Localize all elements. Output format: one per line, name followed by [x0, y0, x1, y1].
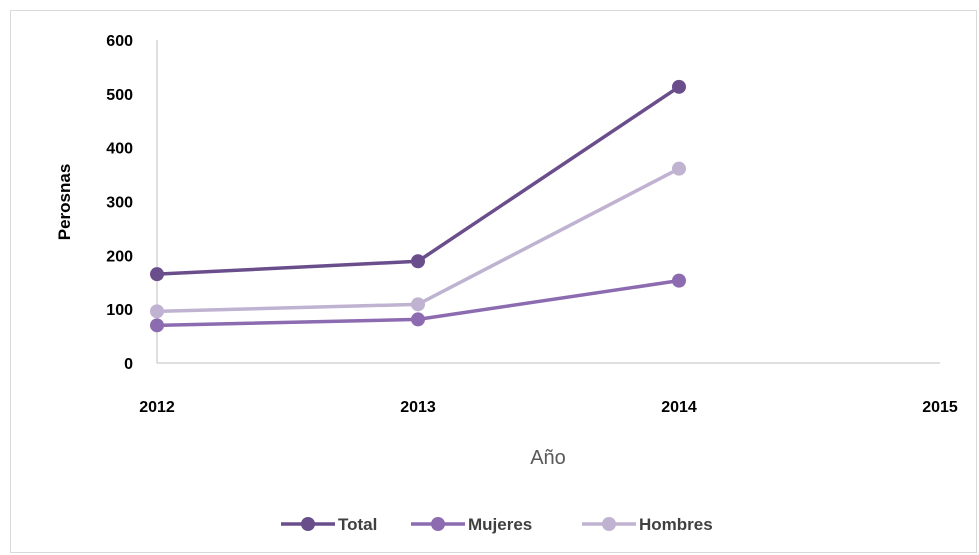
series-hombres — [150, 161, 686, 319]
legend-label-total: Total — [338, 515, 377, 534]
y-tick-label: 300 — [106, 195, 133, 212]
y-tick-label: 600 — [106, 33, 133, 50]
data-point-mujeres — [150, 318, 164, 333]
legend-label-hombres: Hombres — [639, 515, 713, 534]
legend: Total Mujeres Hombres — [281, 515, 713, 534]
y-axis-title: Perosnas — [55, 164, 74, 241]
x-tick-label: 2013 — [400, 399, 436, 416]
legend-marker-total — [301, 517, 315, 531]
data-point-hombres — [150, 304, 164, 319]
y-tick-label: 200 — [106, 248, 133, 265]
legend-item-mujeres: Mujeres — [411, 515, 532, 534]
y-tick-label: 0 — [124, 356, 133, 373]
x-tick-label: 2012 — [139, 399, 175, 416]
x-tick-labels: 2012 2013 2014 2015 — [139, 399, 958, 416]
x-tick-label: 2015 — [922, 399, 958, 416]
series-layer — [150, 79, 686, 333]
data-point-mujeres — [672, 273, 686, 288]
data-point-total — [150, 267, 164, 282]
y-tick-label: 500 — [106, 87, 133, 104]
x-tick-label: 2014 — [661, 399, 697, 416]
y-tick-label: 400 — [106, 141, 133, 158]
data-point-hombres — [672, 161, 686, 176]
series-line-hombres — [155, 166, 681, 314]
data-point-total — [672, 79, 686, 94]
legend-label-mujeres: Mujeres — [468, 515, 532, 534]
legend-item-total: Total — [281, 515, 377, 534]
data-point-mujeres — [411, 312, 425, 327]
series-total — [150, 79, 686, 282]
chart-frame — [10, 10, 977, 553]
y-tick-labels: 0 100 200 300 400 500 600 — [106, 33, 133, 373]
y-tick-label: 100 — [106, 302, 133, 319]
series-mujeres — [150, 273, 686, 333]
data-point-hombres — [411, 297, 425, 312]
x-axis-title: Año — [530, 447, 566, 469]
legend-item-hombres: Hombres — [582, 515, 713, 534]
legend-marker-hombres — [602, 517, 616, 531]
series-line-total — [155, 85, 681, 276]
legend-marker-mujeres — [431, 517, 445, 531]
data-point-total — [411, 254, 425, 269]
